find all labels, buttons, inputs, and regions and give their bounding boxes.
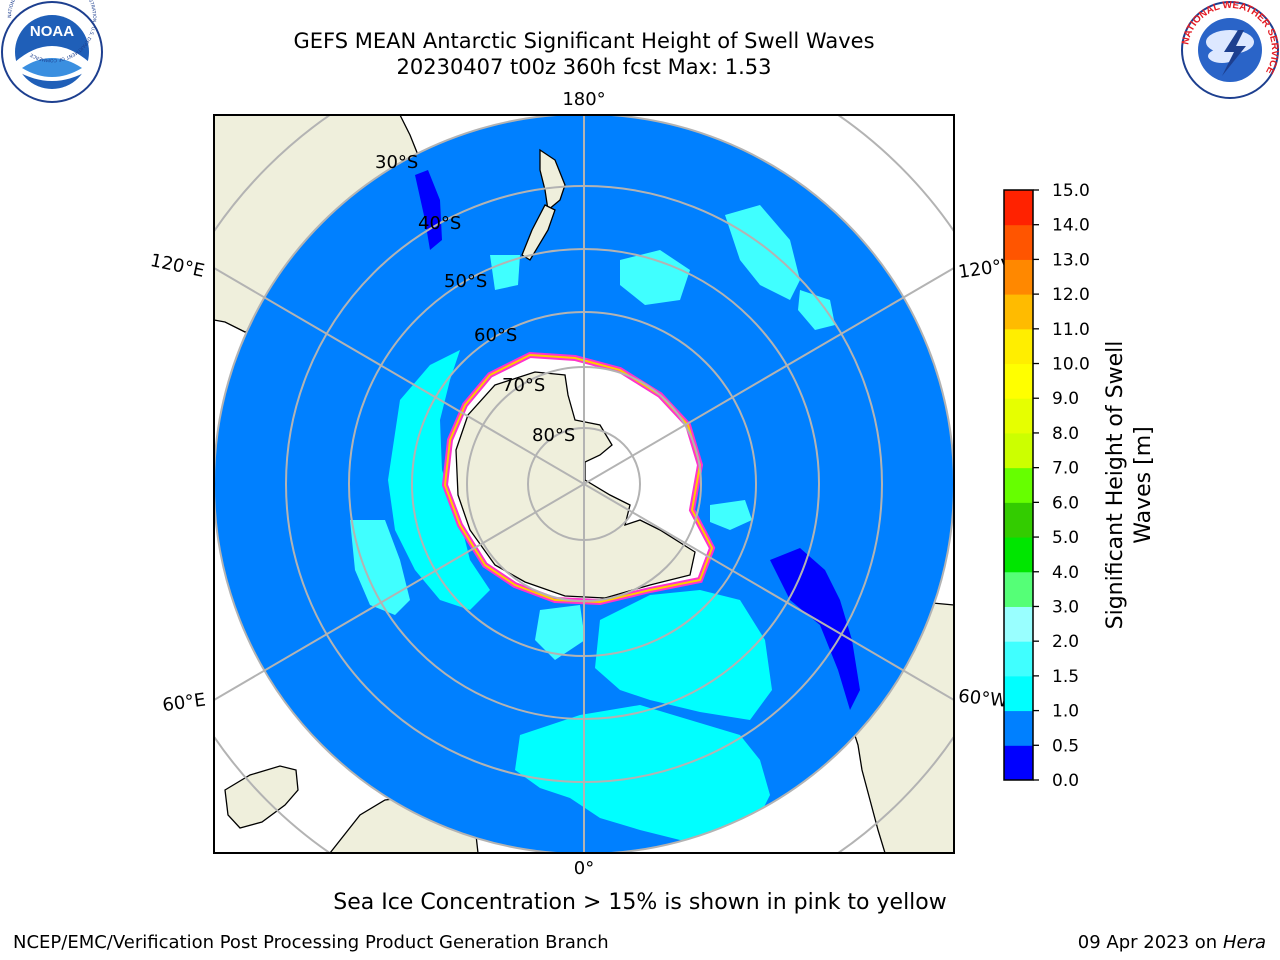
swell-region-cyan-west (388, 350, 490, 610)
colorbar-segment (1004, 745, 1033, 781)
footer-host: Hera (1222, 932, 1266, 953)
land-madagascar (224, 765, 299, 829)
lat-label-60s: 60°S (474, 325, 517, 346)
sea-ice-caption: Sea Ice Concentration > 15% is shown in … (333, 890, 947, 915)
swell-patch-pacific-5 (710, 500, 752, 530)
lat-label-30s: 30°S (375, 152, 418, 173)
colorbar-segment (1004, 398, 1033, 434)
colorbar-segment (1004, 641, 1033, 677)
land-new-zealand (539, 148, 566, 212)
colorbar-segment (1004, 571, 1033, 607)
swell-patch-pacific-6 (535, 605, 585, 660)
colorbar-segment (1004, 190, 1033, 226)
swell-patch-pacific-2 (798, 290, 835, 330)
calm-strip-south-america (770, 548, 860, 710)
colorbar-tick-label: 12.0 (1052, 285, 1090, 305)
colorbar-tick-label: 13.0 (1052, 250, 1090, 270)
colorbar-tick-label: 5.0 (1052, 528, 1079, 548)
colorbar-segment (1004, 606, 1033, 642)
map-border (213, 114, 955, 854)
lon-label-180: 180° (562, 89, 605, 110)
lat-label-80s: 80°S (532, 425, 575, 446)
colorbar-border (1003, 189, 1034, 781)
colorbar-tick-label: 2.0 (1052, 632, 1079, 652)
colorbar-tick-label: 0.5 (1052, 736, 1079, 756)
map-frame (214, 115, 954, 853)
colorbar-segment (1004, 363, 1033, 399)
colorbar: 0.0 0.5 1.0 1.5 2.0 3.0 4.0 5.0 6.0 7.0 8.0 9.0 10.0… (1003, 181, 1090, 791)
colorbar-tick-label: 6.0 (1052, 493, 1079, 513)
swell-region-cyan-south (515, 705, 770, 840)
chart-subtitle: 20230407 t00z 360h fcst Max: 1.53 (396, 55, 772, 79)
lon-label-60w: 60°W (957, 686, 1009, 712)
colorbar-label-line2: Waves [m] (1131, 426, 1156, 543)
footer-date-text: 09 Apr 2023 on (1077, 932, 1223, 953)
colorbar-segment (1004, 537, 1033, 573)
footer-credit: NCEP/EMC/Verification Post Processing Pr… (13, 932, 609, 953)
lat-label-70s: 70°S (502, 375, 545, 396)
footer-date: 09 Apr 2023 on Hera (1078, 932, 1266, 953)
colorbar-segment (1004, 224, 1033, 260)
lon-label-0: 0° (574, 858, 594, 879)
noaa-logo-text: NOAA (30, 23, 74, 40)
colorbar-tick-label: 4.0 (1052, 563, 1079, 583)
colorbar-segment (1004, 328, 1033, 365)
colorbar-tick-label: 1.0 (1052, 702, 1079, 722)
colorbar-tick-label: 15.0 (1052, 181, 1090, 201)
colorbar-tick-label: 1.5 (1052, 667, 1079, 687)
lon-label-60e: 60°E (161, 689, 207, 716)
nws-logo: NATIONAL WEATHER SERVICE (1180, 0, 1280, 99)
lat-label-40s: 40°S (418, 213, 461, 234)
colorbar-tick-label: 8.0 (1052, 424, 1079, 444)
colorbar-segment (1004, 467, 1033, 503)
swell-patch-pacific-4 (490, 255, 520, 290)
colorbar-segment (1004, 259, 1033, 295)
noaa-logo: NOAA NATIONAL OCEANIC AND ATMOSPHERIC AD… (1, 0, 103, 103)
lon-label-120e: 120°E (148, 250, 206, 282)
lat-label-50s: 50°S (444, 271, 487, 292)
colorbar-tick-label: 7.0 (1052, 459, 1079, 479)
colorbar-tick-label: 14.0 (1052, 216, 1090, 236)
colorbar-segment (1004, 432, 1033, 469)
colorbar-tick-label: 10.0 (1052, 355, 1090, 375)
colorbar-segment (1004, 502, 1033, 538)
swell-region-cyan-sw (350, 520, 410, 615)
swell-region-cyan-mid (595, 590, 772, 720)
colorbar-tick-label: 9.0 (1052, 389, 1079, 409)
colorbar-label-line1: Significant Height of Swell (1103, 341, 1128, 630)
swell-patch-pacific-1 (725, 205, 800, 300)
colorbar-segment (1004, 294, 1033, 330)
calm-strip-australia (415, 170, 442, 250)
swell-patch-pacific-3 (620, 250, 690, 305)
colorbar-tick-label: 3.0 (1052, 597, 1079, 617)
colorbar-tick-label: 11.0 (1052, 320, 1090, 340)
colorbar-tick-label: 0.0 (1052, 771, 1079, 791)
colorbar-segment (1004, 710, 1033, 746)
graticule (214, 115, 954, 853)
chart-title: GEFS MEAN Antarctic Significant Height o… (293, 29, 875, 53)
colorbar-segment (1004, 675, 1033, 712)
